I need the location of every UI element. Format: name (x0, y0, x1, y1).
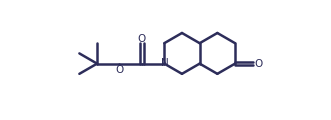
Text: N: N (161, 58, 168, 68)
Text: O: O (115, 65, 123, 75)
Text: O: O (254, 59, 262, 69)
Text: O: O (138, 34, 146, 44)
